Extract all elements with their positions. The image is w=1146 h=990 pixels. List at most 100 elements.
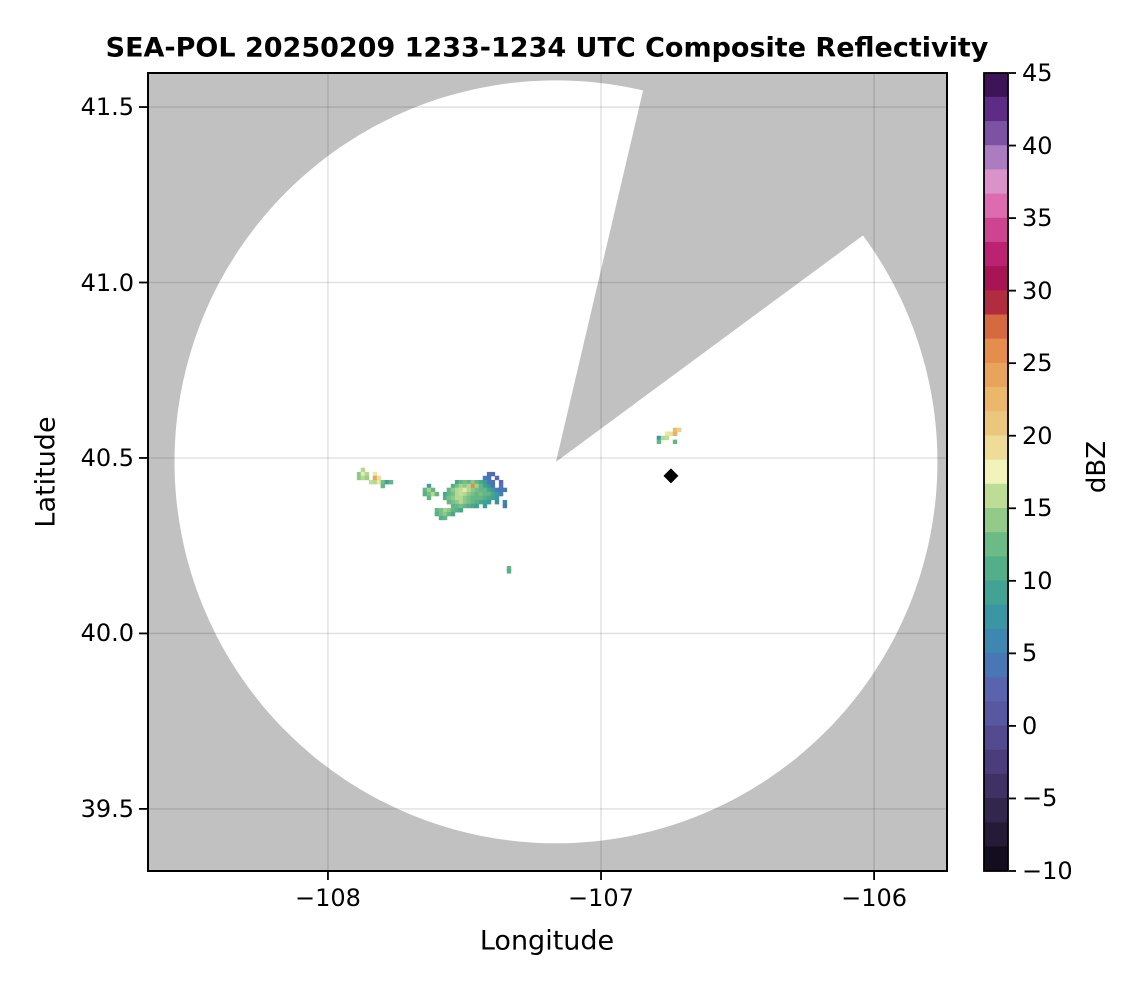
echo-cell	[494, 475, 500, 481]
y-tick-label: 41.0	[80, 268, 134, 297]
echo-cell	[474, 499, 479, 505]
echo-cell	[470, 499, 476, 505]
colorbar-segment	[984, 169, 1008, 195]
echo-cell	[478, 479, 484, 485]
echo-cell	[490, 487, 496, 493]
echo-cell	[482, 499, 488, 505]
echo-cell	[482, 503, 488, 509]
echo-cell	[486, 491, 492, 497]
echo-cell	[502, 499, 508, 505]
colorbar-segment	[984, 387, 1008, 412]
echo-cell	[656, 439, 662, 445]
echo-cell	[482, 483, 488, 489]
echo-cell	[494, 491, 500, 497]
colorbar-segment	[984, 483, 1008, 509]
colorbar-segment	[984, 362, 1008, 388]
echo-cell	[462, 479, 468, 485]
echo-cell	[450, 487, 456, 493]
colorbar-segment	[984, 749, 1008, 775]
echo-cell	[470, 487, 476, 493]
echo-cell	[466, 495, 472, 501]
echo-cell	[672, 427, 678, 433]
x-axis-label: Longitude	[479, 925, 615, 957]
blocked-sector-wedge	[555, 73, 947, 462]
echo-cell	[486, 471, 492, 477]
colorbar-segment	[984, 628, 1008, 654]
colorbar-segment	[984, 241, 1008, 267]
colorbar-segment	[984, 701, 1008, 727]
echo-cell	[368, 479, 374, 485]
echo-cell	[360, 471, 366, 477]
echo-cell	[486, 487, 492, 493]
colorbar-segment	[984, 290, 1008, 316]
echo-cell	[376, 479, 382, 485]
echo-cell	[482, 487, 488, 493]
echo-cell	[454, 483, 460, 489]
echo-cell	[426, 491, 432, 497]
colorbar-tick-label: 20	[1022, 421, 1053, 450]
y-tick-label: 41.5	[80, 93, 134, 122]
echo-cell	[494, 487, 500, 493]
echo-cell	[426, 483, 432, 489]
echo-cell	[384, 479, 390, 485]
echo-cell	[446, 511, 452, 517]
y-axis-label: Latitude	[30, 416, 62, 528]
echo-cell	[430, 487, 436, 493]
echo-cell	[426, 487, 432, 493]
echo-cell	[466, 487, 472, 493]
echo-cell	[486, 499, 492, 505]
echo-cell	[490, 483, 496, 489]
colorbar-segment	[984, 266, 1008, 291]
echo-cell	[478, 491, 484, 497]
colorbar-tick-label: 35	[1022, 204, 1053, 233]
echo-cell	[474, 487, 479, 493]
echo-cell	[356, 471, 362, 477]
echo-cell	[434, 511, 440, 517]
echo-cell	[502, 503, 508, 509]
colorbar-tick-label: 5	[1022, 639, 1038, 668]
echo-cell	[656, 435, 662, 441]
echo-cell	[494, 495, 500, 501]
y-tick-label: 40.0	[80, 619, 134, 648]
echo-cell	[478, 495, 484, 501]
echo-cell	[426, 495, 432, 501]
echo-cell	[458, 483, 464, 489]
echo-cell	[454, 508, 460, 513]
echo-cell	[364, 475, 370, 481]
echo-cell	[478, 499, 484, 505]
echo-cell	[380, 479, 386, 485]
echo-cell	[482, 491, 488, 497]
echo-cell	[454, 499, 460, 505]
colorbar-tick-label: 30	[1022, 276, 1053, 305]
echo-cell	[364, 471, 370, 477]
echo-cell	[434, 491, 440, 497]
colorbar-segment	[984, 96, 1008, 122]
echo-cell	[450, 511, 456, 517]
colorbar-segment	[984, 556, 1008, 582]
echo-cell	[454, 495, 460, 501]
echo-cell	[458, 487, 464, 493]
echo-cell	[494, 499, 500, 505]
echo-cell	[672, 439, 678, 445]
colorbar-segment	[984, 677, 1008, 703]
echo-cell	[458, 499, 464, 505]
echo-cell	[664, 431, 670, 436]
echo-cell	[454, 487, 460, 493]
echo-cell	[446, 495, 452, 501]
echo-cell	[454, 479, 460, 485]
echo-cell	[474, 491, 479, 497]
echo-cell	[474, 503, 479, 509]
echo-cell	[458, 495, 464, 501]
echo-cell	[470, 491, 476, 497]
echo-cell	[486, 495, 492, 501]
echo-cell	[506, 569, 512, 574]
echo-cell	[668, 431, 674, 436]
colorbar-outline	[983, 72, 1009, 872]
colorbar-segment	[984, 798, 1008, 823]
colorbar-segment	[984, 435, 1008, 461]
chart-title: SEA-POL 20250209 1233-1234 UTC Composite…	[105, 32, 989, 64]
echo-cell	[490, 479, 496, 485]
colorbar-tick-label: 25	[1022, 349, 1053, 378]
echo-cell	[442, 508, 448, 513]
